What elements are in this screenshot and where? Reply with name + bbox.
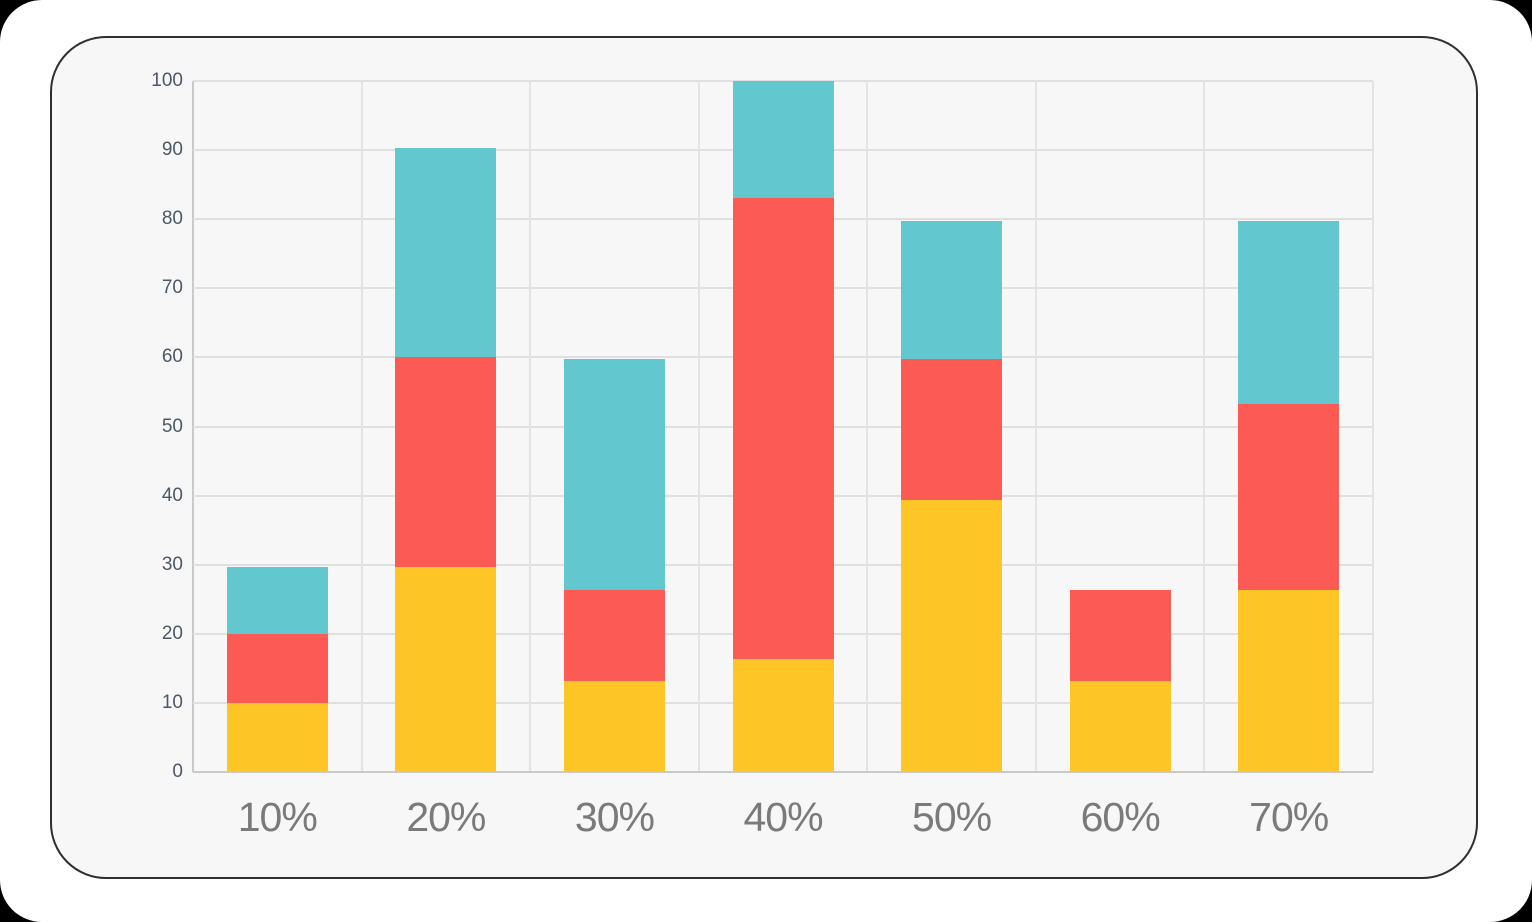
bar-segment-top-teal-50% (901, 220, 1003, 359)
x-tick-label-50%: 50% (912, 794, 992, 840)
gridline-y-100 (193, 80, 1373, 82)
x-tick-label-60%: 60% (1080, 794, 1161, 840)
stacked-bar-60% (1069, 81, 1171, 772)
gridline-x-7 (1372, 81, 1374, 772)
gridline-x-6 (1203, 81, 1206, 772)
stacked-bar-10% (226, 81, 328, 772)
stacked-bar-30% (563, 81, 665, 772)
bar-segment-top-teal-40% (732, 81, 834, 198)
bar-segment-bottom-yellow-30% (563, 680, 665, 772)
x-tick-label-10%: 10% (237, 794, 318, 840)
y-tick-label-50: 50 (161, 415, 183, 437)
bar-segment-top-teal-20% (395, 148, 497, 358)
x-tick-label-70%: 70% (1249, 794, 1329, 840)
bar-segment-bottom-yellow-70% (1238, 590, 1340, 772)
bar-segment-bottom-yellow-60% (1069, 680, 1171, 772)
gridline-x-1 (360, 81, 363, 772)
y-tick-label-90: 90 (161, 139, 183, 161)
stacked-bar-70% (1238, 81, 1340, 772)
y-tick-label-0: 0 (172, 761, 183, 782)
stacked-bar-20% (395, 81, 497, 772)
bar-segment-top-teal-30% (563, 359, 665, 590)
bar-segment-bottom-yellow-50% (901, 500, 1003, 772)
gridline-x-5 (1034, 81, 1037, 772)
bar-segment-middle-red-50% (901, 358, 1003, 501)
gridline-x-4 (866, 81, 869, 772)
stacked-bar-chart-plot-area: 0 10 20 30 40 50 60 70 80 90 100 10% 20% 30% 40% 50% 60… (151, 70, 1374, 840)
bar-segment-bottom-yellow-20% (395, 567, 497, 772)
stacked-bar-40% (732, 81, 834, 772)
x-axis-line (193, 771, 1373, 773)
y-tick-label-80: 80 (161, 208, 183, 230)
gridline-x-3 (697, 81, 700, 772)
bar-segment-middle-red-20% (395, 357, 497, 568)
y-tick-label-100: 100 (151, 70, 183, 91)
x-tick-label-20%: 20% (406, 794, 486, 840)
stacked-bar-50% (901, 81, 1003, 772)
x-tick-label-40%: 40% (743, 794, 823, 840)
gridline-x-2 (529, 81, 532, 772)
y-tick-label-20: 20 (161, 622, 183, 644)
bar-segment-middle-red-60% (1069, 589, 1171, 681)
y-tick-label-10: 10 (161, 691, 183, 713)
y-tick-label-30: 30 (161, 553, 183, 575)
y-tick-label-70: 70 (161, 277, 183, 299)
bar-segment-middle-red-70% (1238, 403, 1340, 591)
x-tick-label-30%: 30% (574, 794, 655, 840)
bar-segment-middle-red-40% (732, 197, 834, 659)
bar-segment-top-teal-10% (226, 566, 328, 634)
y-tick-label-40: 40 (161, 484, 183, 506)
bar-segment-middle-red-30% (563, 589, 665, 681)
bar-segment-top-teal-70% (1238, 220, 1340, 404)
bar-segment-bottom-yellow-40% (732, 658, 834, 772)
y-tick-label-60: 60 (161, 346, 183, 368)
bar-segment-middle-red-10% (226, 633, 328, 703)
bar-segment-bottom-yellow-10% (226, 702, 328, 772)
